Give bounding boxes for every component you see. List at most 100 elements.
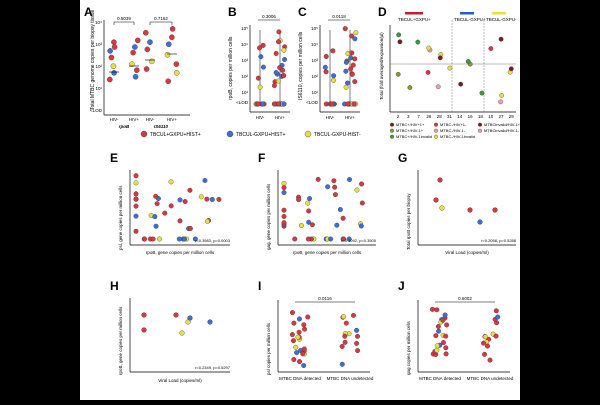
svg-text:10³: 10³: [95, 42, 102, 47]
panel-G-point: [477, 219, 483, 225]
panel-B-point: [281, 73, 287, 79]
panel-I-point: [301, 322, 307, 328]
panel-label-J: J: [398, 279, 405, 293]
panel-J-point: [440, 317, 446, 323]
panel-A: Total MTBC genome copies per biopsy tiss…: [90, 9, 190, 129]
panel-D-point: [508, 66, 514, 72]
panel-A-point: [144, 46, 151, 53]
panel-J-point: [436, 328, 442, 334]
panel-B-point: [282, 56, 288, 62]
panel-B-point: [271, 101, 277, 107]
panel-D-group-title-2: TBCUL-GXPU+: [454, 17, 486, 22]
panel-E-point: [204, 196, 210, 202]
panel-J-point: [487, 357, 493, 363]
panel-label-I: I: [258, 279, 261, 293]
legend-label-1: TBCUL+GXPU+HIST+: [150, 132, 201, 138]
panel-A-point: [130, 49, 136, 56]
panel-F-point: [340, 215, 346, 221]
panel-A-point: [132, 44, 138, 50]
panel-I-point: [294, 350, 300, 356]
panel-J-point: [482, 351, 488, 357]
panel-J-point: [440, 340, 446, 346]
panel-J-point: [493, 308, 499, 314]
panel-label-G: G: [398, 151, 407, 165]
panel-A-point: [111, 44, 118, 50]
panel-A-point: [169, 34, 175, 41]
svg-text:10⁵: 10⁵: [241, 26, 248, 31]
panel-F-xlabel: rpoB, gene copies per million cells: [293, 250, 362, 255]
panel-I-point: [297, 359, 303, 365]
svg-text:<LOD: <LOD: [306, 100, 319, 105]
panel-label-H: H: [110, 279, 119, 293]
panel-A-point: [134, 67, 140, 73]
panel-B-point: [281, 47, 287, 53]
panel-E-point: [198, 194, 204, 200]
panel-label-E: E: [110, 151, 118, 165]
panel-F-point: [347, 177, 352, 183]
panel-I-point: [354, 340, 360, 346]
panel-D-point: [498, 36, 504, 42]
panel-C: IS6110, copies per million cells 10⁵ 10⁴ 1…: [298, 14, 360, 120]
panel-H-point: [141, 312, 147, 318]
panel-C-point: [345, 101, 351, 107]
panel-I-point: [289, 332, 295, 338]
panel-I-point: [302, 326, 308, 332]
panel-A-point: [143, 66, 150, 72]
svg-text:10³: 10³: [311, 58, 318, 63]
panel-J-point: [482, 334, 488, 340]
panel-B-point: [255, 101, 261, 107]
panel-D-group-title-3: TBCUL-GXPU-: [486, 17, 517, 22]
panel-G-ylabel: Total rpoB copies per biopsy: [406, 193, 411, 250]
panel-E-stat: r=0.3983, p=0.0003: [195, 238, 231, 243]
svg-text:<LOD: <LOD: [236, 100, 249, 105]
panel-D-point: [415, 39, 421, 45]
panel-J-point: [481, 340, 486, 346]
panel-J-ylabel: gag copies per million cells: [406, 320, 411, 375]
panel-D-xtick: 29: [509, 114, 515, 119]
panel-B-group-2: HIV+: [275, 115, 286, 120]
panel-F-point: [328, 236, 334, 242]
panel-D-legend-dot: [390, 122, 394, 127]
panel-A-point: [173, 70, 180, 76]
panel-J-point: [443, 345, 449, 351]
panel-D-point: [479, 90, 485, 96]
panel-C-point: [343, 84, 349, 90]
panel-J-point: [433, 333, 439, 339]
panel-I-point: [305, 314, 311, 320]
panel-F-point: [281, 214, 287, 219]
panel-J-point: [444, 322, 450, 328]
panel-D-legend-dot: [390, 128, 394, 133]
panel-E-point: [182, 199, 188, 204]
panel-C-point: [348, 66, 354, 72]
panel-H-xlabel: Viral Load (copies/ml): [158, 378, 202, 383]
panel-D-point: [437, 55, 443, 61]
panel-B-point: [281, 101, 287, 107]
panel-C-point: [323, 54, 329, 59]
panel-E-point: [204, 218, 210, 224]
panel-F: gag, gene copies per million cells r=0.1…: [266, 170, 377, 255]
main-legend: TBCUL+GXPU+HIST+ TBCUL-GXPU+HIST+ TBCUL-…: [140, 130, 361, 138]
panel-F-point: [281, 190, 287, 196]
panel-D-point: [498, 99, 503, 105]
panel-E: psl, gene copies per million cells r=0.3…: [118, 170, 231, 255]
panel-B-point: [257, 45, 263, 51]
panel-H-point: [187, 315, 193, 321]
panel-label-D: D: [378, 5, 387, 19]
panel-I-point: [296, 316, 302, 322]
svg-text:10⁴: 10⁴: [95, 20, 102, 25]
panel-C-point: [331, 73, 337, 79]
panel-D-xtick: 10: [488, 114, 494, 119]
panel-D-legend-dot: [434, 134, 438, 139]
panel-E-point: [168, 179, 174, 185]
svg-text:<LOD: <LOD: [90, 108, 103, 113]
svg-text:10⁴: 10⁴: [311, 42, 318, 47]
panel-B-point: [276, 29, 282, 35]
panel-E-point: [209, 196, 215, 202]
svg-text:10¹: 10¹: [241, 90, 248, 95]
panel-E-point: [168, 203, 174, 209]
panel-A-point: [108, 54, 115, 61]
panel-E-point: [192, 236, 198, 242]
panel-J-point: [495, 314, 501, 320]
panel-D-legend-label: MTBCinvalid/HIV-1-: [484, 128, 520, 133]
panel-I-point: [301, 346, 307, 352]
